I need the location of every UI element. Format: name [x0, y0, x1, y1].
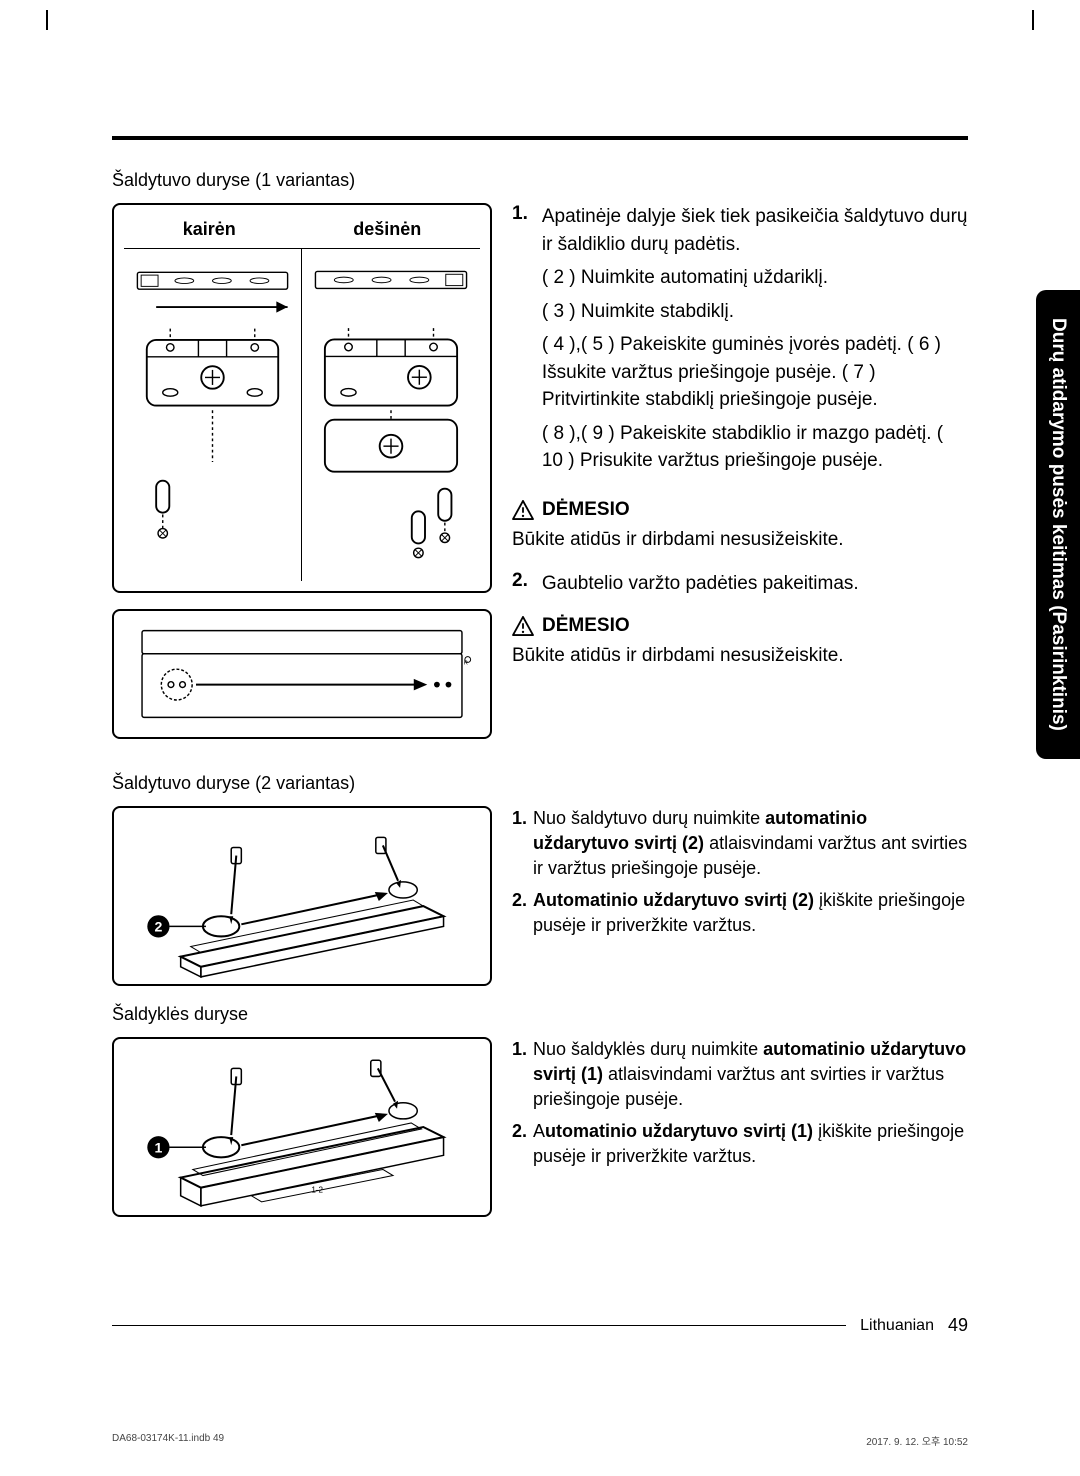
warning-icon [512, 616, 534, 636]
schematic-left [128, 255, 297, 575]
footer-page-number: 49 [948, 1315, 968, 1336]
label-right: dešinėn [353, 219, 421, 240]
print-file-label: DA68-03174K-11.indb 49 [112, 1433, 224, 1448]
caution-1-label: DĖMESIO [542, 499, 630, 521]
footer-language: Lithuanian [860, 1317, 934, 1335]
svg-text:1: 1 [154, 1139, 162, 1155]
step-1-number: 1. [512, 203, 528, 481]
step-2-number: 2. [512, 570, 528, 598]
diagram-cap-screw: R [112, 609, 492, 739]
print-time-label: 2017. 9. 12. 오후 10:52 [866, 1433, 968, 1448]
svg-text:2: 2 [154, 918, 162, 934]
caution-1-row: DĖMESIO [512, 499, 968, 521]
caution-1-text: Būkite atidūs ir dirbdami nesusižeiskite… [512, 527, 968, 554]
content-area: Šaldytuvo duryse (1 variantas) kairėn de… [112, 136, 968, 1336]
section-refrigerator-door-v2: Šaldytuvo duryse (2 variantas) [112, 773, 968, 986]
diagram-freezer-door-top: 1-2 1 [112, 1037, 492, 1217]
print-footer: DA68-03174K-11.indb 49 2017. 9. 12. 오후 1… [112, 1433, 968, 1448]
caution-2-text: Būkite atidūs ir dirbdami nesusižeiskite… [512, 643, 968, 670]
section-refrigerator-door-v1: Šaldytuvo duryse (1 variantas) kairėn de… [112, 170, 968, 755]
top-rule [112, 136, 968, 140]
step-1-text: Apatinėje dalyje šiek tiek pasikeičia ša… [542, 203, 968, 481]
svg-text:1-2: 1-2 [311, 1186, 323, 1195]
section-b-heading: Šaldytuvo duryse (2 variantas) [112, 773, 968, 794]
caution-2-row: DĖMESIO [512, 615, 968, 637]
caution-2-label: DĖMESIO [542, 615, 630, 637]
section-c-heading: Šaldyklės duryse [112, 1004, 968, 1025]
svg-text:R: R [464, 660, 468, 666]
warning-icon [512, 500, 534, 520]
page-footer: Lithuanian 49 [112, 1315, 968, 1336]
section-c-steps: 1. Nuo šaldyklės durų nuimkite automatin… [512, 1037, 968, 1169]
sidebar-tab-label: Durų atidarymo pusės keitimas (Pasirinkt… [1036, 290, 1080, 759]
section-freezer-door: Šaldyklės duryse 1-2 [112, 1004, 968, 1217]
section-a-heading: Šaldytuvo duryse (1 variantas) [112, 170, 968, 191]
schematic-right [306, 255, 476, 575]
diagram-door-top-v2: 2 [112, 806, 492, 986]
section-b-steps: 1. Nuo šaldytuvo durų nuimkite automatin… [512, 806, 968, 938]
step-2-text: Gaubtelio varžto padėties pakeitimas. [542, 570, 859, 598]
diagram-hinge-left-right: kairėn dešinėn [112, 203, 492, 593]
label-left: kairėn [183, 219, 236, 240]
